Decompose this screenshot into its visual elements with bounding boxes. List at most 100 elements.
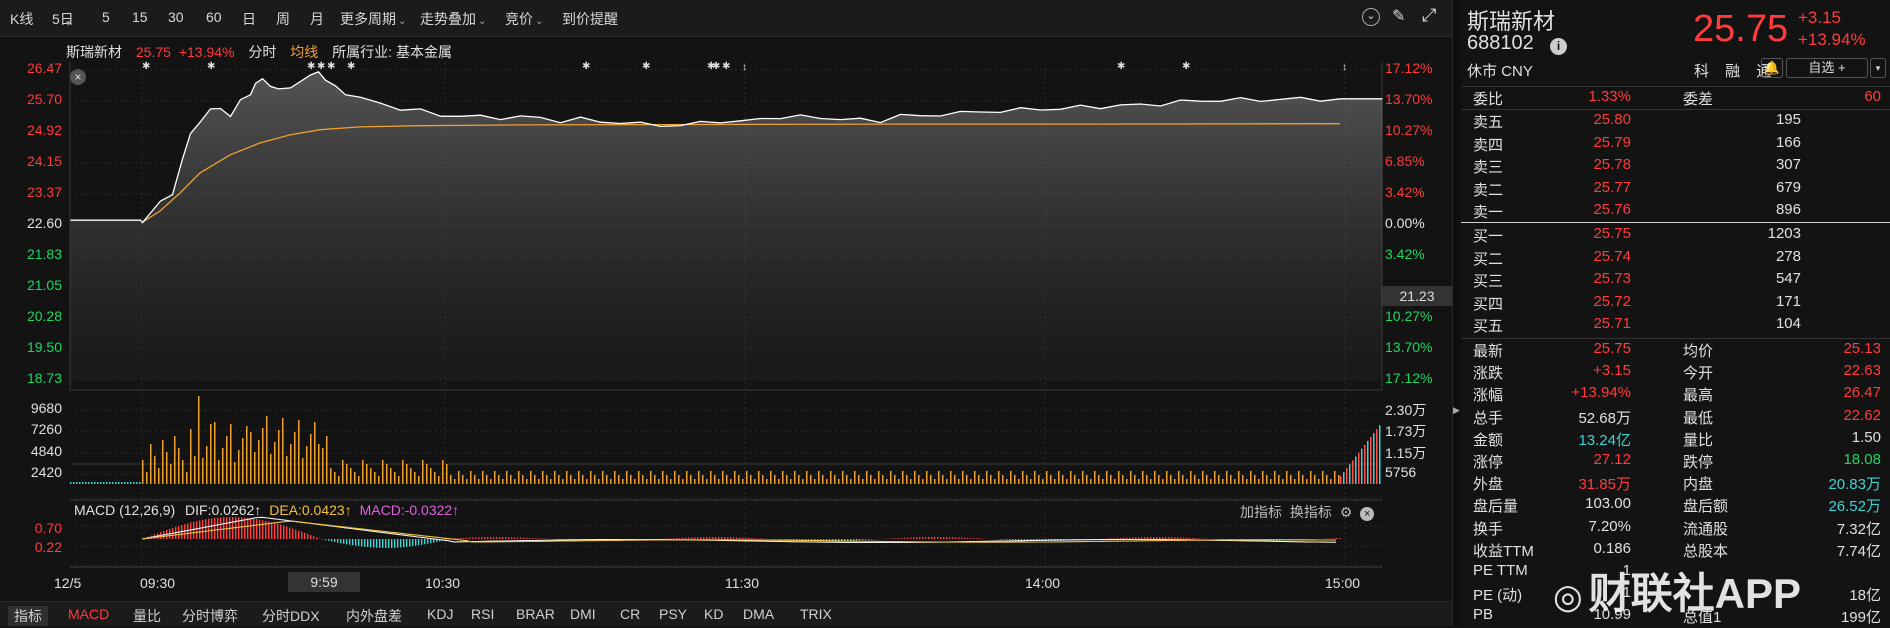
book-price: 25.78 [1593,156,1631,173]
volume-bar [214,422,216,484]
macd-bar [307,534,308,539]
tab-5min[interactable]: 5 [102,9,110,25]
tab-day[interactable]: 日 [242,9,256,29]
overlay-dropdown[interactable]: 走势叠加⌄ [420,9,486,29]
tab-kline[interactable]: K线 [10,9,33,29]
event-marker: ✱ [712,61,720,72]
macd-title[interactable]: MACD (12,26,9) [74,502,175,518]
macd-tick-mid: 0.22 [0,539,66,555]
book-label: 买三 [1473,270,1503,291]
macd-bar [520,537,521,539]
indicator-tab[interactable]: RSI [471,606,494,622]
close-icon[interactable]: × [1360,507,1374,521]
volume-bar [550,479,552,484]
indicator-tab[interactable]: DMA [743,606,774,622]
book-volume: 195 [1776,111,1801,128]
volume-bar [730,479,732,484]
indicator-tab[interactable]: TRIX [800,606,832,622]
indicator-tab[interactable]: 量比 [133,606,161,626]
indicator-tab[interactable]: 内外盘差 [346,606,402,626]
add-indicator-button[interactable]: 加指标 [1240,504,1282,520]
indicator-tab[interactable]: PSY [659,606,687,622]
gear-icon[interactable]: ⚙ [1340,504,1353,520]
volume-bar [1370,437,1372,484]
chevron-down-icon[interactable]: ▾ [1870,58,1886,78]
pen-icon[interactable]: ✎ [1392,6,1405,26]
macd-bar [961,538,962,539]
volume-bar [490,479,492,484]
volume-bar [154,456,156,484]
macd-bar [490,537,491,539]
quote-price: 25.75 [1693,8,1788,51]
macd-bar [745,538,746,539]
auction-dropdown[interactable]: 竞价⌄ [505,9,543,29]
volume-bar [274,442,276,484]
more-periods-dropdown[interactable]: 更多周期⌄ [340,9,406,29]
volume-bar [1282,479,1284,484]
volume-bar [94,482,96,484]
volume-bar [1150,479,1152,484]
info-icon[interactable]: i [1550,38,1567,55]
volume-bar [842,471,844,484]
indicator-tab[interactable]: DMI [570,606,596,622]
macd-bar [1159,537,1160,539]
tab-month[interactable]: 月 [310,9,324,29]
volume-bar [546,475,548,484]
volume-bar [1262,471,1264,484]
tab-week[interactable]: 周 [276,9,290,29]
indicator-tab[interactable]: 分时博弈 [182,606,238,626]
indicator-tab[interactable]: MACD [68,606,109,622]
macd-bar [499,537,500,539]
macd-bar [382,539,383,548]
volume-tick-right: 2.30万 [1385,400,1426,420]
volume-bar [966,475,968,484]
volume-bar [1046,471,1048,484]
macd-bar [373,539,374,548]
indicator-tab[interactable]: KD [704,606,723,622]
collapse-icon[interactable]: ⌄ [1362,8,1380,26]
volume-bar [822,475,824,484]
chevron-right-icon[interactable]: ▶ [1453,405,1460,416]
indicator-tab[interactable]: 分时DDX [262,606,320,626]
volume-bar [250,432,252,484]
event-marker: ✱ [1117,61,1125,72]
volume-bar [362,460,364,484]
macd-bar [505,537,506,539]
indicator-tab[interactable]: BRAR [516,606,555,622]
volume-bar [942,475,944,484]
panel-splitter[interactable]: ▶ [1452,0,1461,625]
bell-icon[interactable]: 🔔 [1761,58,1783,78]
volume-bar [718,479,720,484]
book-label: 买五 [1473,315,1503,336]
indicator-tab[interactable]: KDJ [427,606,453,622]
volume-bar [1266,475,1268,484]
fullscreen-icon[interactable]: ⤢ [1422,5,1436,26]
macd-bar [478,537,479,539]
tab-30min[interactable]: 30 [168,9,184,25]
volume-bar [702,475,704,484]
macd-bar [427,539,428,544]
macd-bar [271,522,272,539]
volume-bar [278,430,280,484]
quote-change: +3.15 [1798,8,1841,28]
macd-bar [976,538,977,539]
indicator-tab[interactable]: 指标 [8,606,48,626]
indicator-tab[interactable]: CR [620,606,640,622]
stats-value: 7.32亿 [1837,518,1881,539]
add-watchlist-button[interactable]: 自选 + [1786,58,1868,78]
change-indicator-button[interactable]: 换指标 [1290,504,1332,520]
volume-bar [450,475,452,484]
volume-bar [358,476,360,484]
volume-bar [97,482,99,484]
macd-dea: DEA:0.0423 [269,502,345,518]
chevron-down-icon[interactable]: ▾ [66,18,71,29]
price-alert-button[interactable]: 到价提醒 [562,9,618,29]
volume-bar [378,476,380,484]
macd-bar [715,537,716,539]
volume-bar [926,471,928,484]
tab-60min[interactable]: 60 [206,9,222,25]
event-marker: ✱ [1182,61,1190,72]
tab-15min[interactable]: 15 [132,9,148,25]
macd-bar [898,538,899,539]
